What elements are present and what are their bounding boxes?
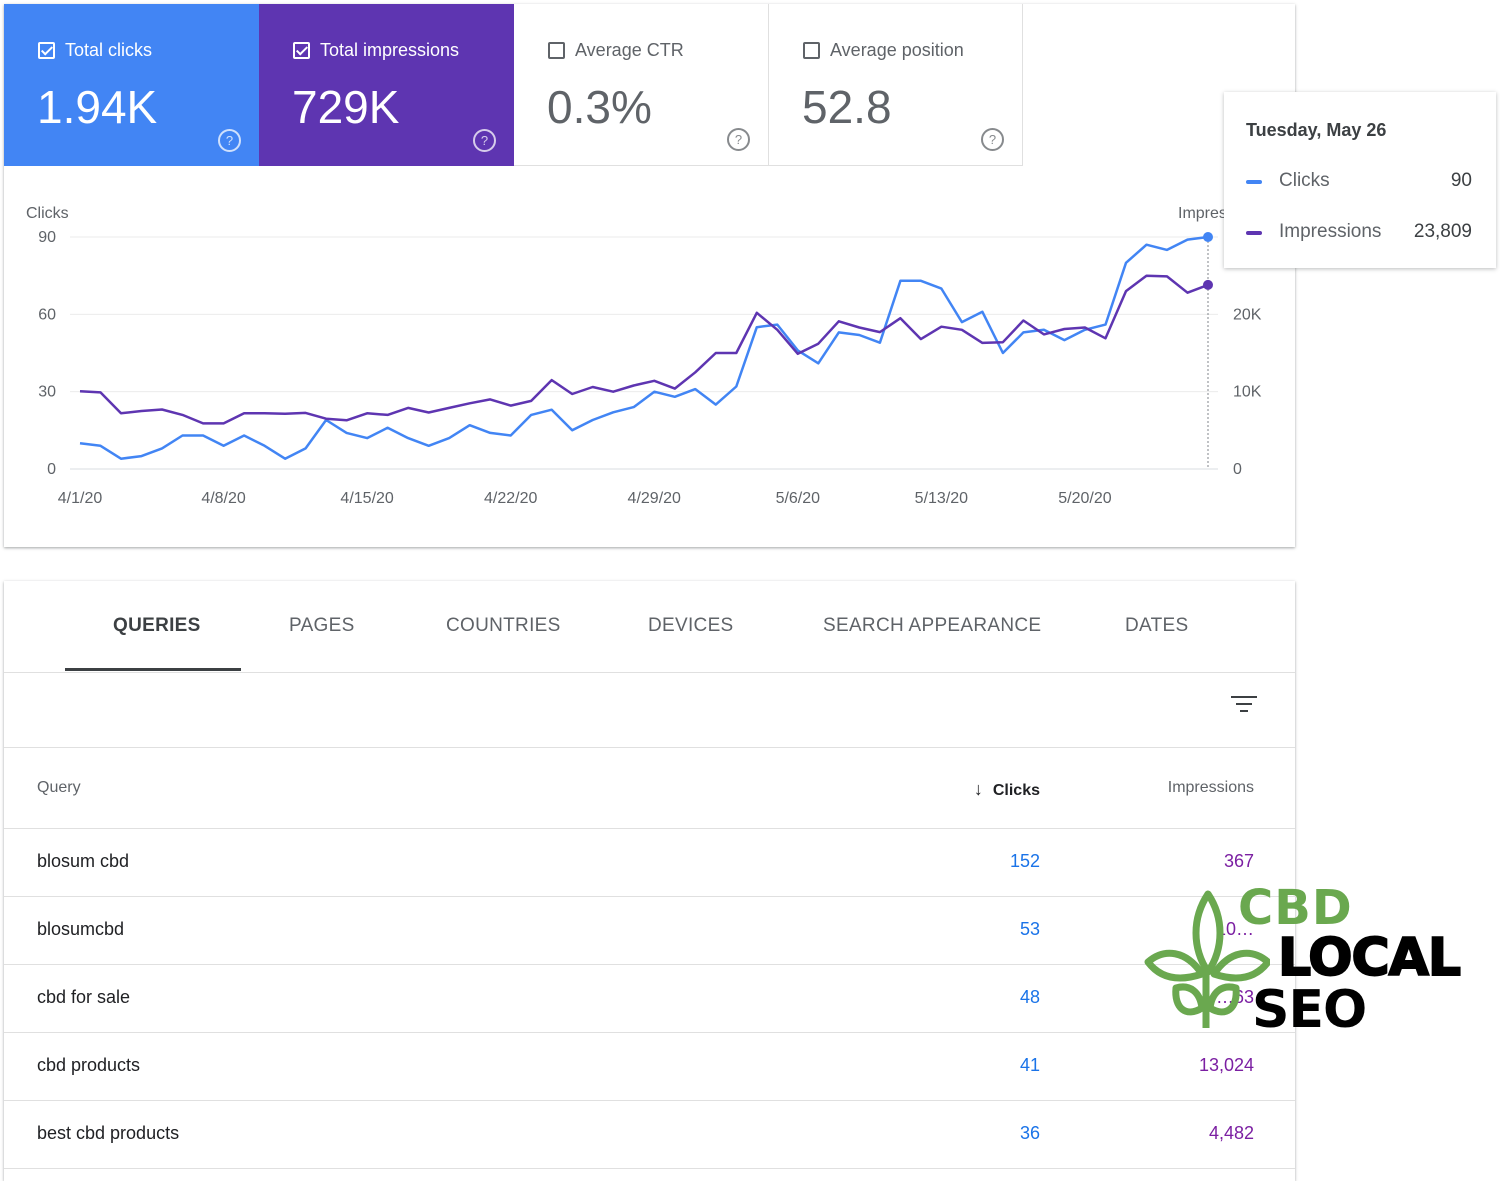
hover-point-impressions	[1203, 279, 1213, 290]
x-tick-label: 5/20/20	[1058, 490, 1111, 507]
average-ctr-tile[interactable]: Average CTR 0.3% ?	[514, 4, 769, 166]
x-tick-label: 4/8/20	[201, 490, 246, 507]
performance-chart[interactable]: 906030030K20K10K0ClicksImpressions4/1/20…	[4, 4, 1295, 547]
tooltip-row-impressions: Impressions 23,809	[1246, 221, 1472, 245]
checkbox-unchecked-icon[interactable]	[548, 42, 565, 59]
cannabis-leaf-icon	[1144, 890, 1270, 1028]
total-clicks-tile[interactable]: Total clicks 1.94K ?	[4, 4, 259, 166]
table-row[interactable]: best cbd products 36 4,482	[4, 1101, 1295, 1169]
tab-queries[interactable]: QUERIES	[113, 615, 201, 636]
chart-tooltip: Tuesday, May 26 Clicks 90 Impressions 23…	[1224, 92, 1496, 268]
x-tick-label: 4/15/20	[340, 490, 393, 507]
metric-label: Average CTR	[575, 40, 684, 60]
y-right-tick-label: 10K	[1233, 384, 1262, 401]
y-left-axis-label: Clicks	[26, 205, 69, 222]
query-cell: blosum cbd	[37, 851, 130, 871]
y-left-tick-label: 60	[38, 306, 56, 323]
table-header: Query ↓ Clicks Impressions	[4, 748, 1295, 829]
table-toolbar	[4, 672, 1295, 748]
tab-dates[interactable]: DATES	[1125, 615, 1189, 636]
x-tick-label: 5/13/20	[915, 490, 968, 507]
metric-label: Total impressions	[320, 40, 460, 60]
y-left-tick-label: 90	[38, 229, 56, 246]
help-icon[interactable]: ?	[473, 129, 496, 152]
table-row[interactable]: blosumcbd 53 10…	[4, 897, 1295, 965]
cbd-local-seo-logo: CBD LOCAL SEO	[1140, 880, 1462, 1040]
clicks-cell: 48	[1019, 987, 1040, 1007]
legend-swatch	[1246, 231, 1262, 235]
column-header-impressions[interactable]: Impressions	[1167, 779, 1254, 796]
metric-value: 729K	[292, 81, 400, 133]
metric-label: Total clicks	[65, 40, 153, 60]
clicks-cell: 53	[1019, 919, 1040, 939]
series-line-clicks	[79, 235, 1209, 460]
y-left-tick-label: 30	[38, 384, 56, 401]
tooltip-series-name: Impressions	[1279, 221, 1382, 242]
dimension-tabs: QUERIES PAGES COUNTRIES DEVICES SEARCH A…	[4, 581, 1295, 673]
tab-search-appearance[interactable]: SEARCH APPEARANCE	[823, 615, 1042, 636]
table-row[interactable]: blosum cbd 152 367	[4, 829, 1295, 897]
y-left-tick-label: 0	[47, 461, 56, 478]
table-row[interactable]: cbd products 41 13,024	[4, 1033, 1295, 1101]
series-line-impressions	[79, 274, 1209, 425]
metric-label: Average position	[830, 40, 964, 60]
average-position-tile[interactable]: Average position 52.8 ?	[769, 4, 1023, 166]
active-tab-indicator	[65, 668, 241, 671]
logo-text-cbd: CBD	[1238, 880, 1353, 936]
logo-text-local: LOCAL	[1277, 928, 1462, 988]
help-icon[interactable]: ?	[981, 128, 1004, 151]
report-table-card: QUERIES PAGES COUNTRIES DEVICES SEARCH A…	[4, 581, 1295, 1181]
metric-value: 1.94K	[37, 81, 158, 133]
tab-pages[interactable]: PAGES	[289, 615, 355, 636]
table-row[interactable]: cbd for sale 48 …63	[4, 965, 1295, 1033]
y-right-tick-label: 0	[1233, 461, 1242, 478]
arrow-down-icon: ↓	[973, 779, 983, 799]
impressions-cell: 10…	[1215, 919, 1254, 939]
performance-card: Total clicks 1.94K ? Total impressions 7…	[4, 4, 1295, 547]
x-tick-label: 4/1/20	[58, 490, 103, 507]
checkbox-unchecked-icon[interactable]	[803, 42, 820, 59]
legend-swatch	[1246, 180, 1262, 184]
clicks-cell: 36	[1019, 1123, 1040, 1143]
tooltip-row-clicks: Clicks 90	[1246, 170, 1472, 194]
tooltip-date: Tuesday, May 26	[1246, 120, 1387, 140]
checkbox-checked-icon[interactable]	[38, 42, 55, 59]
column-header-clicks-label: Clicks	[992, 782, 1040, 799]
x-tick-label: 4/29/20	[628, 490, 681, 507]
tooltip-series-value: 90	[1450, 170, 1472, 191]
tooltip-series-value: 23,809	[1413, 221, 1472, 242]
hover-point-clicks	[1203, 232, 1213, 242]
metric-value: 52.8	[802, 81, 892, 133]
tooltip-series-name: Clicks	[1279, 170, 1330, 191]
impressions-cell: 13,024	[1198, 1055, 1254, 1075]
filter-icon[interactable]	[1231, 696, 1257, 716]
metric-value: 0.3%	[547, 81, 652, 133]
clicks-cell: 41	[1019, 1055, 1040, 1075]
query-cell: cbd products	[37, 1055, 141, 1075]
clicks-cell: 152	[1009, 851, 1040, 871]
tab-devices[interactable]: DEVICES	[648, 615, 734, 636]
y-right-tick-label: 20K	[1233, 306, 1262, 323]
column-header-query[interactable]: Query	[37, 779, 81, 796]
x-tick-label: 5/6/20	[776, 490, 821, 507]
x-tick-label: 4/22/20	[484, 490, 537, 507]
impressions-cell: 367	[1223, 851, 1254, 871]
impressions-cell: 4,482	[1208, 1123, 1254, 1143]
logo-text-seo: SEO	[1252, 980, 1367, 1040]
help-icon[interactable]: ?	[727, 128, 750, 151]
query-cell: blosumcbd	[37, 919, 125, 939]
column-header-clicks[interactable]: ↓ Clicks	[974, 779, 1040, 800]
checkbox-checked-icon[interactable]	[293, 42, 310, 59]
help-icon[interactable]: ?	[218, 129, 241, 152]
query-cell: best cbd products	[37, 1123, 180, 1143]
total-impressions-tile[interactable]: Total impressions 729K ?	[259, 4, 514, 166]
tab-countries[interactable]: COUNTRIES	[446, 615, 561, 636]
query-cell: cbd for sale	[37, 987, 131, 1007]
